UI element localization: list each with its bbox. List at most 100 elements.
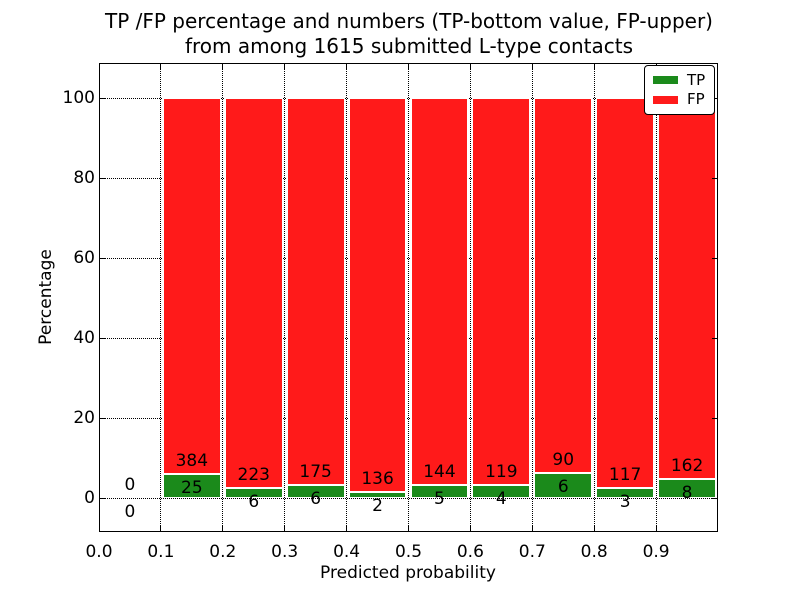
tp-count-label: 6 (248, 491, 260, 512)
legend-entry-tp: TP (645, 70, 714, 89)
fp-count-label: 223 (237, 464, 270, 485)
grid-line-horizontal (99, 498, 718, 499)
bar-segment-fp (286, 98, 345, 485)
grid-line-vertical (346, 63, 348, 532)
fp-count-label: 117 (608, 465, 642, 485)
legend-entry-fp: FP (645, 92, 714, 107)
y-tick-label: 60 (73, 248, 95, 268)
y-tick-mark (99, 337, 105, 339)
y-tick-mark (99, 177, 105, 179)
legend-label-tp: TP (687, 70, 706, 89)
bar-segment-tp (286, 484, 345, 498)
bar-segment-fp (224, 98, 283, 488)
x-tick-label: 0.6 (456, 542, 484, 562)
bar-segment-tp (348, 492, 407, 498)
x-tick-mark (222, 63, 224, 69)
y-tick-mark (712, 497, 718, 499)
bar-segment-fp (162, 98, 221, 474)
bar-segment-fp (596, 98, 655, 488)
grid-line-vertical (593, 63, 595, 532)
tp-count-label: 2 (372, 496, 383, 517)
chart-title: TP /FP percentage and numbers (TP-bottom… (9, 9, 800, 59)
y-tick-mark (99, 257, 105, 259)
y-tick-mark (712, 177, 718, 179)
tp-count-label: 3 (619, 492, 631, 512)
fp-count-label: 90 (552, 450, 575, 470)
x-tick-mark (469, 526, 471, 532)
fp-count-label: 144 (423, 461, 456, 482)
grid-line-horizontal (99, 418, 718, 419)
bar-segment-fp (410, 98, 469, 485)
x-axis-label: Predicted probability (320, 563, 496, 583)
x-tick-mark (531, 526, 533, 532)
bar-segment-tp (224, 487, 283, 498)
x-tick-mark (655, 526, 657, 532)
x-tick-mark (284, 526, 286, 532)
legend-label-fp: FP (687, 90, 705, 109)
y-tick-mark (712, 417, 718, 419)
grid-line-horizontal (99, 338, 718, 339)
x-tick-label: 0.2 (209, 542, 237, 562)
x-tick-label: 0.9 (642, 542, 670, 562)
x-tick-label: 0.5 (394, 542, 423, 562)
x-tick-label: 0.7 (518, 542, 546, 562)
x-tick-mark (593, 526, 595, 532)
tp-count-label: 25 (181, 477, 203, 498)
x-tick-mark (160, 63, 162, 69)
legend-swatch-fp (653, 95, 678, 104)
x-tick-mark (284, 63, 286, 69)
bar-segment-fp (348, 98, 407, 493)
tp-count-label: 5 (434, 488, 445, 509)
bar-segment-fp (534, 98, 593, 473)
legend-swatch-tp (653, 76, 678, 85)
tp-count-label: 6 (557, 477, 569, 497)
legend-box: TP FP (644, 65, 715, 115)
x-tick-mark (98, 526, 100, 532)
grid-line-vertical (160, 63, 162, 532)
x-tick-mark (160, 526, 162, 532)
x-tick-mark (346, 63, 348, 69)
y-tick-label: 20 (73, 408, 95, 428)
y-tick-mark (99, 417, 105, 419)
grid-line-vertical (222, 63, 224, 532)
bar-segment-fp (658, 98, 716, 480)
bar-segment-tp (658, 479, 716, 498)
y-tick-label: 40 (73, 328, 95, 348)
x-tick-mark (593, 63, 595, 69)
x-tick-mark (408, 526, 409, 532)
x-tick-mark (346, 526, 348, 532)
y-tick-mark (712, 257, 718, 259)
bar-segment-tp (162, 473, 221, 498)
chart-title-line1: TP /FP percentage and numbers (TP-bottom… (105, 9, 713, 33)
grid-line-vertical (531, 63, 533, 532)
y-tick-label: 0 (84, 488, 95, 508)
tp-count-label: 4 (495, 488, 507, 509)
bar-segment-tp (410, 484, 469, 498)
grid-line-vertical (655, 63, 657, 532)
grid-line-horizontal (99, 178, 718, 179)
x-tick-mark (408, 63, 409, 69)
x-tick-mark (469, 63, 471, 69)
bar-segment-fp (472, 98, 531, 485)
fp-count-label: 136 (361, 469, 394, 490)
bar-segment-tp (596, 488, 655, 498)
y-tick-mark (712, 97, 718, 99)
fp-count-label: 162 (670, 456, 704, 477)
fp-count-label: 175 (299, 461, 332, 482)
chart-title-line2: from among 1615 submitted L-type contact… (184, 34, 634, 58)
fp-count-label: 384 (175, 450, 209, 471)
y-tick-label: 100 (62, 88, 95, 108)
y-tick-mark (99, 497, 105, 499)
x-tick-label: 0.4 (333, 542, 361, 562)
bar-segment-tp (534, 473, 593, 498)
bar-segment-tp (472, 484, 531, 498)
grid-line-horizontal (99, 258, 718, 259)
grid-line-vertical (408, 63, 409, 532)
y-tick-mark (99, 97, 105, 99)
x-tick-label: 0.3 (271, 542, 299, 562)
grid-line-vertical (284, 63, 286, 532)
x-tick-mark (98, 63, 100, 69)
grid-line-horizontal (99, 98, 718, 99)
fp-count-label: 119 (485, 461, 518, 482)
